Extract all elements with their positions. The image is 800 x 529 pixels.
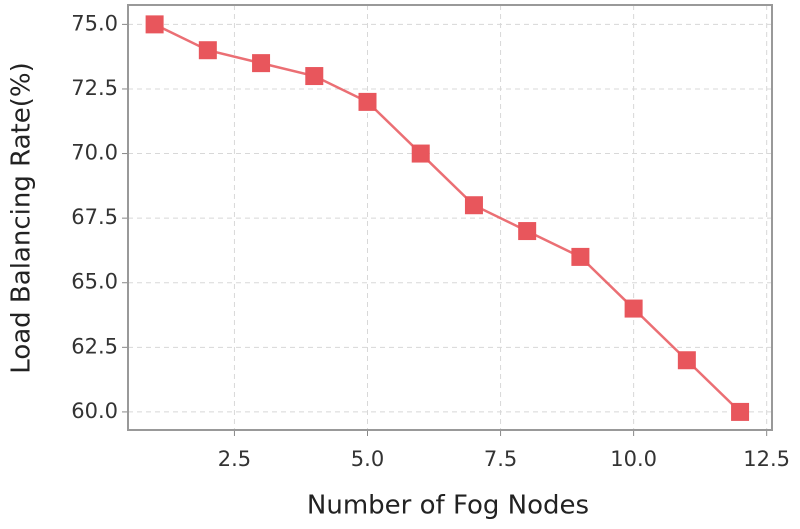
x-axis-title: Number of Fog Nodes	[307, 491, 589, 521]
y-tick-label: 62.5	[71, 334, 118, 358]
marker	[198, 41, 217, 60]
x-tick-label: 10.0	[610, 447, 657, 471]
plot-frame	[127, 4, 773, 431]
x-tick-label: 2.5	[218, 447, 251, 471]
y-tick-label: 72.5	[71, 76, 118, 100]
marker	[677, 351, 696, 370]
marker	[358, 92, 377, 111]
y-axis-title: Load Balancing Rate(%)	[7, 62, 37, 373]
marker	[305, 67, 324, 86]
marker	[571, 247, 590, 266]
x-tick-label: 5.0	[351, 447, 384, 471]
y-tick-label: 75.0	[71, 11, 118, 35]
y-tick-label: 70.0	[71, 141, 118, 165]
marker	[518, 222, 537, 241]
marker	[731, 402, 750, 421]
y-tick-label: 60.0	[71, 399, 118, 423]
marker	[145, 15, 164, 34]
marker	[624, 299, 643, 318]
x-tick-label: 7.5	[484, 447, 517, 471]
y-tick-label: 67.5	[71, 205, 118, 229]
marker	[411, 144, 430, 163]
y-tick-label: 65.0	[71, 270, 118, 294]
marker	[252, 54, 271, 73]
marker	[464, 196, 483, 215]
x-tick-label: 12.5	[743, 447, 790, 471]
